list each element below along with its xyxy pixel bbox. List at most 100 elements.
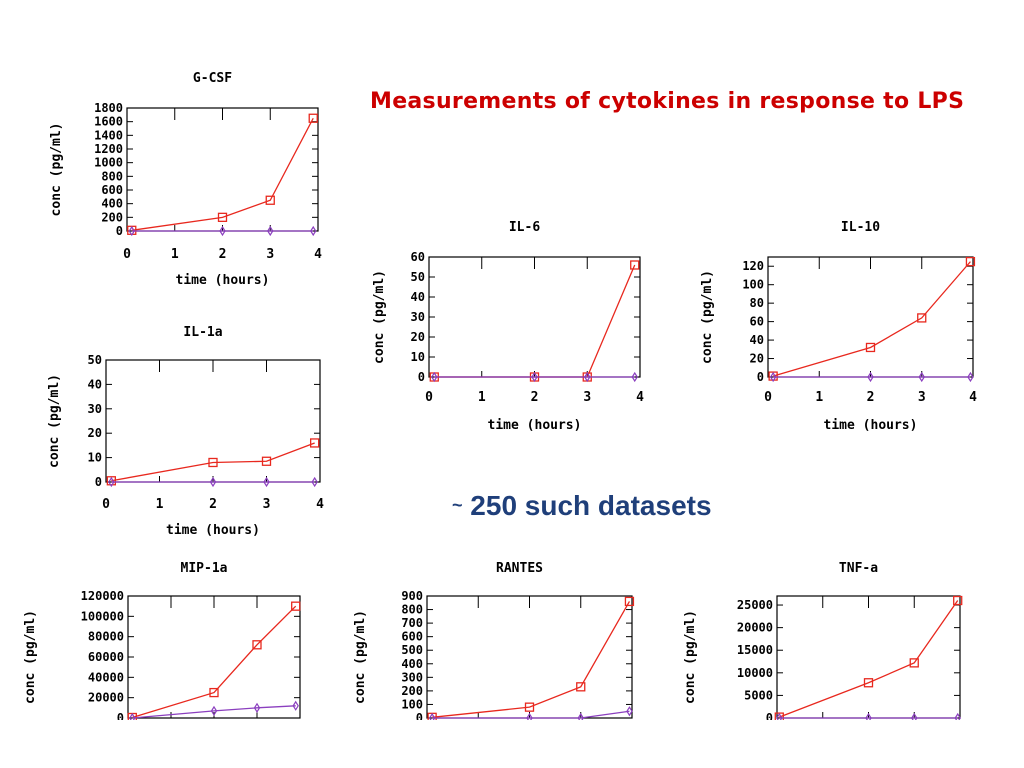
y-axis-label: conc (pg/ml) — [49, 123, 64, 217]
x-axis-label: time (hours) — [166, 523, 260, 538]
y-tick-label: 100000 — [81, 609, 124, 623]
y-tick-label: 0 — [117, 711, 124, 720]
y-tick-label: 30 — [88, 402, 102, 416]
y-tick-label: 60000 — [88, 650, 124, 664]
chart-title: TNF-a — [839, 561, 878, 576]
y-axis-label: conc (pg/ml) — [47, 374, 62, 468]
data-point-treated — [524, 702, 535, 712]
x-tick-label: 4 — [969, 390, 977, 405]
plot-frame — [767, 256, 974, 378]
y-tick-label: 80 — [750, 296, 764, 310]
data-point-control — [219, 225, 226, 237]
y-tick-label: 50 — [88, 353, 102, 367]
x-tick-label: 3 — [266, 247, 274, 262]
y-tick-label: 600 — [401, 630, 423, 644]
y-tick-label: 800 — [101, 169, 123, 183]
data-point-control — [631, 371, 638, 383]
chart-il1a: IL-1a 0 10 20 30 40 50 0 1 2 3 4 time (hours) conc (p… — [47, 325, 324, 538]
y-tick-label: 20 — [88, 426, 102, 440]
data-point-treated — [965, 256, 976, 267]
series-line-treated — [132, 605, 297, 719]
data-point-control — [526, 712, 533, 720]
y-tick-label: 60 — [411, 250, 425, 264]
data-point-treated — [106, 476, 116, 486]
data-point-treated — [865, 342, 876, 353]
x-tick-label: 1 — [156, 497, 164, 512]
data-point-treated — [863, 678, 874, 688]
series-line-treated — [779, 600, 959, 718]
y-tick-label: 20000 — [737, 621, 773, 635]
plot-frame — [428, 256, 641, 378]
data-point-control — [292, 700, 299, 711]
data-point-treated — [576, 682, 586, 692]
data-point-treated — [630, 260, 640, 270]
plot-frame — [426, 595, 633, 719]
data-point-control — [311, 476, 318, 488]
y-tick-label: 200 — [101, 210, 123, 224]
x-tick-label: 0 — [764, 390, 772, 405]
y-tick-label: 100 — [742, 278, 764, 292]
data-point-treated — [217, 212, 228, 222]
data-point-control — [253, 702, 261, 713]
data-point-control — [128, 225, 135, 237]
data-point-treated — [309, 438, 320, 448]
data-point-control — [210, 705, 218, 717]
chart-title: RANTES — [496, 561, 543, 576]
y-tick-label: 5000 — [744, 688, 773, 702]
data-point-control — [865, 712, 872, 720]
series-line-treated — [432, 601, 631, 718]
x-tick-label: 4 — [314, 247, 322, 262]
y-tick-label: 400 — [401, 657, 423, 671]
x-tick-label: 2 — [867, 390, 875, 405]
x-tick-label: 2 — [219, 247, 227, 262]
y-axis-label: conc (pg/ml) — [353, 610, 368, 704]
plot-frame — [127, 595, 301, 719]
data-point-treated — [308, 113, 318, 123]
y-tick-label: 10 — [88, 451, 102, 465]
y-tick-label: 600 — [101, 183, 123, 197]
x-tick-label: 3 — [918, 390, 926, 405]
y-tick-label: 0 — [418, 370, 425, 384]
y-tick-label: 1600 — [94, 115, 123, 129]
y-tick-label: 0 — [757, 370, 764, 384]
data-point-control — [769, 371, 777, 383]
series-line-treated — [772, 261, 971, 377]
x-tick-label: 0 — [425, 390, 433, 405]
data-point-treated — [953, 595, 963, 606]
y-tick-label: 25000 — [737, 598, 773, 612]
y-tick-label: 60 — [750, 315, 764, 329]
chart-title: G-CSF — [193, 71, 232, 86]
data-point-control — [267, 225, 274, 237]
y-tick-label: 30 — [411, 310, 425, 324]
y-tick-label: 300 — [401, 670, 423, 684]
plot-frame — [776, 595, 961, 719]
x-axis-label: time (hours) — [824, 418, 918, 433]
series-line-treated — [111, 442, 315, 482]
y-tick-label: 20 — [750, 352, 764, 366]
data-point-control — [428, 712, 436, 720]
y-tick-label: 400 — [101, 197, 123, 211]
x-axis-label: time (hours) — [488, 418, 582, 433]
y-axis-label: conc (pg/ml) — [372, 270, 387, 364]
y-tick-label: 120 — [742, 259, 764, 273]
chart-il6: IL-6 0 10 20 30 40 50 60 0 1 2 3 4 time (hours) conc (… — [372, 220, 644, 433]
x-tick-label: 1 — [171, 247, 179, 262]
y-tick-label: 50 — [411, 270, 425, 284]
data-point-treated — [208, 457, 218, 468]
data-point-control — [129, 712, 136, 720]
y-tick-label: 10000 — [737, 666, 773, 680]
y-tick-label: 1400 — [94, 128, 123, 142]
chart-title: IL-10 — [841, 220, 880, 235]
data-point-treated — [917, 313, 927, 323]
y-tick-label: 200 — [401, 684, 423, 698]
data-point-control — [431, 371, 438, 383]
data-point-control — [918, 371, 925, 383]
x-tick-label: 4 — [316, 497, 324, 512]
chart-il10: IL-10 0 20 40 60 80 100 120 0 1 2 3 4 time (hours) con… — [700, 220, 977, 433]
x-tick-label: 3 — [263, 497, 271, 512]
y-tick-label: 700 — [401, 616, 423, 630]
x-tick-label: 2 — [531, 390, 539, 405]
y-axis-label: conc (pg/ml) — [683, 610, 698, 704]
data-point-control — [310, 225, 317, 237]
